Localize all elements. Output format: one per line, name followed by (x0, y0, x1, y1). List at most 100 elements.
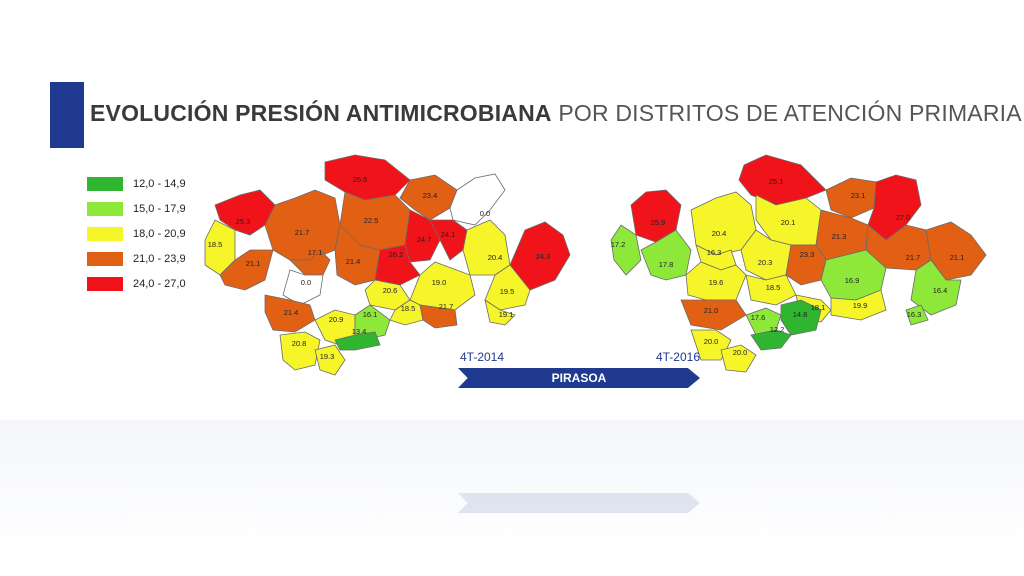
district-value-label: 25.3 (236, 217, 251, 226)
district-region (279, 331, 321, 371)
region-group: 25.1 23.1 25.9 27.0 20.1 20.4 21.3 17.2 16.3 17.8… (610, 154, 987, 373)
district-value-label: 18.1 (811, 303, 826, 312)
district-value-label: 19.5 (500, 287, 515, 296)
timeline-arrow (458, 368, 700, 388)
district-value-label: 20.1 (781, 218, 796, 227)
district-value-label: 26.2 (389, 250, 404, 259)
district-region (449, 173, 506, 226)
district-value-label: 21.7 (439, 302, 454, 311)
district-value-label: 27.0 (896, 213, 911, 222)
district-value-label: 20.0 (704, 337, 719, 346)
legend-label: 15,0 - 17,9 (133, 203, 186, 215)
district-value-label: 18.5 (401, 304, 416, 313)
legend-swatch (87, 277, 123, 291)
district-value-label: 14.8 (793, 310, 808, 319)
district-region (324, 154, 411, 201)
district-value-label: 19.9 (853, 301, 868, 310)
legend-swatch (87, 252, 123, 266)
district-value-label: 24.3 (536, 252, 551, 261)
district-value-label: 16.9 (845, 276, 860, 285)
timeline: 4T-2014 4T-2016 PIRASOA (458, 350, 700, 390)
district-value-label: 21.4 (346, 257, 361, 266)
legend-swatch (87, 227, 123, 241)
district-region (282, 269, 324, 306)
legend-swatch (87, 202, 123, 216)
district-value-label: 21.0 (704, 306, 719, 315)
district-value-label: 20.9 (329, 315, 344, 324)
district-region (264, 189, 341, 261)
district-value-label: 0.0 (301, 278, 311, 287)
district-value-label: 20.4 (712, 229, 727, 238)
district-region (640, 229, 692, 281)
legend-label: 12,0 - 14,9 (133, 178, 186, 190)
district-value-label: 22.5 (364, 216, 379, 225)
district-value-label: 17.8 (659, 260, 674, 269)
district-region (264, 294, 316, 333)
district-value-label: 19.0 (432, 278, 447, 287)
district-region (219, 249, 274, 291)
title-bold: EVOLUCIÓN PRESIÓN ANTIMICROBIANA (90, 100, 552, 126)
district-region (905, 304, 929, 326)
district-value-label: 20.4 (488, 253, 503, 262)
map-2016: 25.1 23.1 25.9 27.0 20.1 20.4 21.3 17.2 16.3 17.8… (610, 154, 987, 373)
district-value-label: 25.9 (651, 218, 666, 227)
legend-item: 15,0 - 17,9 (87, 200, 186, 218)
legend-item: 12,0 - 14,9 (87, 175, 186, 193)
district-region (750, 329, 792, 351)
district-value-label: 20.8 (292, 339, 307, 348)
district-value-label: 16.3 (907, 310, 922, 319)
district-value-label: 18.5 (208, 240, 223, 249)
district-value-label: 21.3 (832, 232, 847, 241)
legend-label: 24,0 - 27,0 (133, 278, 186, 290)
district-region (910, 259, 962, 316)
district-value-label: 17.1 (308, 248, 323, 257)
district-value-label: 19.3 (320, 352, 335, 361)
district-region (334, 331, 381, 351)
district-value-label: 0.0 (480, 209, 490, 218)
district-value-label: 13.4 (352, 327, 367, 336)
legend-item: 21,0 - 23,9 (87, 250, 186, 268)
district-value-label: 12.2 (770, 325, 785, 334)
district-value-label: 16.4 (933, 286, 948, 295)
district-region (484, 299, 516, 326)
district-value-label: 21.1 (950, 253, 965, 262)
district-value-label: 24.1 (441, 230, 456, 239)
district-value-label: 24.7 (417, 235, 432, 244)
timeline-end: 4T-2016 (655, 350, 700, 364)
district-region (925, 221, 987, 281)
district-value-label: 17.2 (611, 240, 626, 249)
district-value-label: 20.6 (383, 286, 398, 295)
legend-label: 18,0 - 20,9 (133, 228, 186, 240)
legend-swatch (87, 177, 123, 191)
legend-item: 24,0 - 27,0 (87, 275, 186, 293)
district-value-label: 21.1 (246, 259, 261, 268)
region-group: 25.6 23.4 0.0 25.3 21.7 22.5 18.5 17.1 24.7 24.1 2… (204, 154, 571, 376)
district-value-label: 25.1 (769, 177, 784, 186)
district-value-label: 19.1 (499, 310, 514, 319)
timeline-start: 4T-2014 (460, 350, 505, 364)
district-value-label: 19.6 (709, 278, 724, 287)
district-region (830, 289, 887, 321)
district-region (780, 299, 822, 336)
district-value-label: 21.7 (295, 228, 310, 237)
district-value-label: 23.3 (800, 250, 815, 259)
district-value-label: 21.7 (906, 253, 921, 262)
district-value-label: 18.5 (766, 283, 781, 292)
district-region (314, 344, 346, 376)
title-light: POR DISTRITOS DE ATENCIÓN PRIMARIA (558, 100, 1022, 126)
district-region (399, 174, 458, 221)
legend-label: 21,0 - 23,9 (133, 253, 186, 265)
district-value-label: 16.1 (363, 310, 378, 319)
timeline-arrow-reflection (458, 493, 700, 513)
district-region (680, 299, 747, 331)
slide-reflection (0, 420, 1024, 576)
slide-title: EVOLUCIÓN PRESIÓN ANTIMICROBIANA POR DIS… (90, 100, 1022, 127)
district-value-label: 16.3 (707, 248, 722, 257)
district-region (630, 189, 682, 243)
district-value-label: 25.6 (353, 175, 368, 184)
district-region (745, 307, 782, 336)
district-value-label: 23.1 (851, 191, 866, 200)
district-value-label: 20.3 (758, 258, 773, 267)
district-value-label: 23.4 (423, 191, 438, 200)
